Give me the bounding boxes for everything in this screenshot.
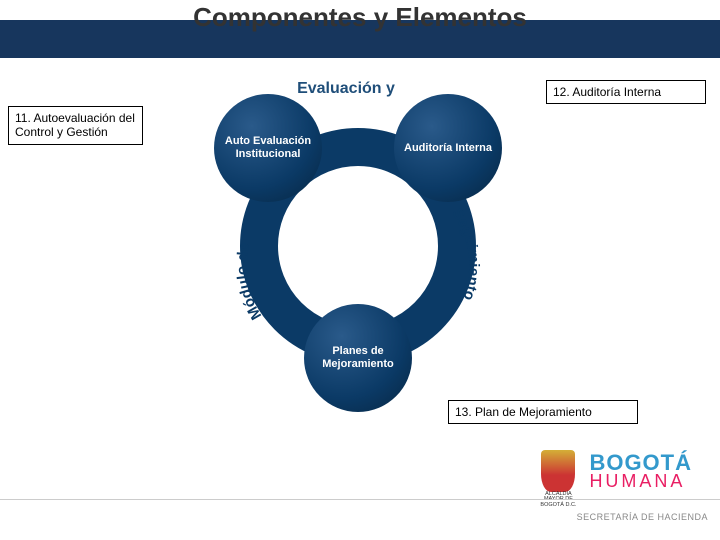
callout-13-plan-mejoramiento: 13. Plan de Mejoramiento <box>448 400 638 424</box>
bogota-line2: HUMANA <box>589 473 692 489</box>
bogota-line1: BOGOTÁ <box>589 453 692 473</box>
footer-divider <box>0 499 720 500</box>
arc-label-right: Seguimiento <box>430 206 490 326</box>
bubble-auto-evaluacion: Auto Evaluación Institucional <box>214 94 322 202</box>
callout-12-auditoria: 12. Auditoría Interna <box>546 80 706 104</box>
cycle-diagram: Auto Evaluación Institucional Auditoría … <box>208 96 508 396</box>
svg-text:Seguimiento: Seguimiento <box>448 206 482 303</box>
svg-text:Módulo de: Módulo de <box>234 241 266 322</box>
bubble-planes-mejoramiento: Planes de Mejoramiento <box>304 304 412 412</box>
page-title: Componentes y Elementos <box>0 2 720 33</box>
bogota-humana-logo: BOGOTÁ HUMANA <box>589 453 692 489</box>
bubble-auditoria-interna: Auditoría Interna <box>394 94 502 202</box>
footer-secretaria: SECRETARÍA DE HACIENDA <box>577 512 708 522</box>
arc-label-left: Módulo de <box>226 206 286 326</box>
alcaldia-shield-icon <box>541 450 575 492</box>
footer-logos: ALCALDÍA MAYOR DE BOGOTÁ D.C. BOGOTÁ HUM… <box>541 450 692 492</box>
callout-11-autoevaluacion: 11. Autoevaluación del Control y Gestión <box>8 106 143 145</box>
